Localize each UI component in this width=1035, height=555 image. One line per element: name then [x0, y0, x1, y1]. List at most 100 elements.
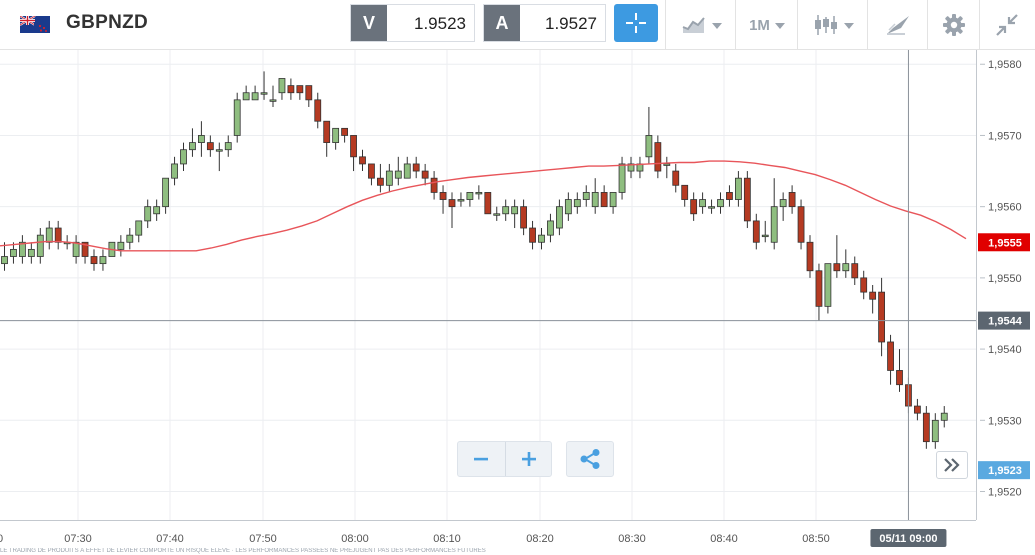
uk-nz-flag-icon: [20, 16, 50, 33]
candle: [493, 206, 501, 221]
chart-type-button[interactable]: [668, 0, 734, 50]
candle-body-up: [153, 206, 161, 215]
candle-body-up: [582, 192, 590, 200]
candle: [529, 220, 536, 250]
candle: [296, 85, 304, 100]
sell-price-button[interactable]: V 1.9523: [350, 4, 475, 42]
candle-body-down: [520, 206, 527, 229]
candle: [511, 199, 519, 229]
candle: [475, 185, 483, 200]
candle: [627, 156, 635, 179]
candle: [690, 192, 698, 221]
x-tick-label: 0: [0, 533, 3, 545]
candle: [117, 235, 125, 257]
candle-body-up: [609, 192, 617, 208]
x-tick-label: 07:40: [156, 533, 184, 545]
candle-body-down: [788, 192, 796, 208]
candle-body-down: [752, 220, 760, 243]
candle: [761, 220, 769, 243]
candle-body-up: [699, 199, 706, 208]
candle: [618, 156, 626, 200]
candle: [896, 349, 903, 392]
candle: [126, 228, 134, 250]
collapse-button[interactable]: [982, 0, 1032, 50]
candle-body-up: [645, 135, 653, 158]
candle-body-down: [743, 177, 751, 222]
candle: [305, 85, 313, 107]
ma-price-label-bg: [978, 233, 1030, 252]
price-chart[interactable]: 1,95801,95701,95601,95501,95401,95301,95…: [0, 50, 1035, 550]
candle: [788, 185, 796, 214]
timeframe-label: 1M: [749, 16, 770, 34]
crosshair-button[interactable]: [614, 4, 658, 42]
candle: [421, 163, 429, 186]
candle: [368, 163, 375, 186]
y-tick-label: 1,9520: [988, 487, 1022, 499]
candle: [815, 263, 823, 321]
candle-body-up: [224, 142, 232, 151]
candle: [922, 406, 930, 449]
candle: [233, 92, 241, 143]
candle-body-down: [815, 270, 823, 307]
x-tick-label: 08:20: [526, 533, 554, 545]
instrument-symbol: GBPNZD: [66, 12, 149, 33]
candle-body-down: [314, 99, 322, 122]
candle-body-up: [556, 206, 563, 229]
candle: [81, 241, 89, 264]
candle: [842, 249, 850, 278]
x-tick-label: 08:00: [341, 533, 369, 545]
candle: [743, 171, 751, 229]
candle-body-down: [359, 156, 366, 165]
candle-body-up: [538, 234, 545, 243]
candle: [18, 235, 26, 264]
candle-body-up: [466, 192, 474, 200]
buy-price-button[interactable]: A 1.9527: [483, 4, 606, 42]
candle-body-up: [278, 78, 286, 94]
candle: [600, 185, 608, 208]
crosshair-icon: [626, 13, 646, 33]
candle-body-down: [90, 256, 98, 265]
candle: [699, 192, 706, 214]
candle-body-up: [233, 99, 241, 136]
plus-icon: [522, 452, 536, 466]
zoom-controls: [457, 441, 552, 477]
candle-body-up: [27, 248, 35, 257]
candle-body-up: [493, 213, 501, 216]
candle: [860, 270, 868, 300]
share-icon: [580, 449, 600, 469]
candle-style-button[interactable]: [800, 0, 866, 50]
candle: [573, 192, 581, 214]
candle-body-down: [914, 405, 921, 414]
zoom-in-button[interactable]: [506, 442, 552, 476]
share-button[interactable]: [566, 441, 614, 477]
candle-body-down: [376, 177, 384, 186]
zoom-out-button[interactable]: [458, 442, 504, 476]
risk-disclaimer: LE TRADING DE PRODUITS À EFFET DE LEVIER…: [0, 548, 486, 554]
candle-body-down: [484, 192, 492, 215]
drawing-tools-button[interactable]: [870, 0, 926, 50]
candles: [1, 71, 948, 449]
y-tick-label: 1,9560: [988, 202, 1022, 214]
candle-body-up: [251, 92, 259, 101]
scroll-to-latest-button[interactable]: [936, 451, 968, 479]
settings-button[interactable]: [930, 0, 978, 50]
candle: [430, 171, 438, 200]
candle-body-up: [547, 220, 554, 236]
candle: [287, 78, 295, 100]
candle-body-up: [144, 206, 152, 222]
candle-body-down: [878, 291, 885, 343]
crosshair-time-label-bg: [870, 529, 947, 547]
x-tick-label: 07:30: [64, 533, 92, 545]
candle: [412, 156, 420, 179]
timeframe-button[interactable]: 1M: [738, 0, 796, 50]
candle-body-up: [627, 163, 635, 172]
candle-body-down: [448, 199, 456, 208]
drawing-tools-icon: [887, 16, 909, 35]
candle-body-down: [922, 412, 930, 443]
candle: [242, 85, 250, 101]
candle-body-down: [206, 142, 214, 151]
x-tick-label: 08:10: [433, 533, 461, 545]
candle-body-up: [36, 234, 44, 257]
candle: [726, 185, 733, 207]
candle: [189, 128, 196, 157]
